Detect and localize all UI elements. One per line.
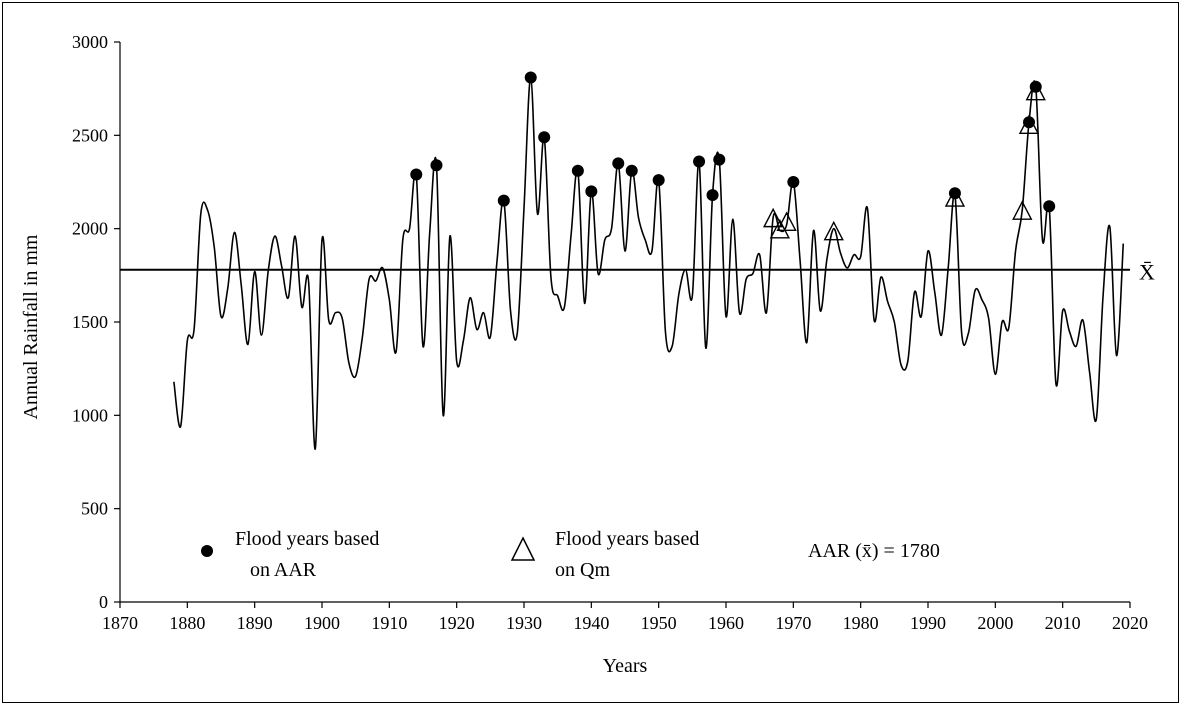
x-tick-label: 1930 <box>506 613 542 633</box>
y-tick-label: 2000 <box>72 219 108 239</box>
qm-flood-point <box>1018 114 1040 134</box>
x-tick-label: 1950 <box>641 613 677 633</box>
aar-flood-point <box>585 185 598 198</box>
legend: Flood years based on AAR Flood years bas… <box>201 528 940 581</box>
qm-flood-point <box>1025 80 1046 101</box>
aar-flood-point <box>1029 80 1042 93</box>
x-axis-ticks: 1870 1880 1890 1900 1910 1920 1930 1940 1950 1960… <box>102 602 1148 633</box>
qm-flood-point <box>823 220 844 241</box>
aar-flood-point <box>652 174 665 187</box>
aar-flood-point <box>713 153 726 166</box>
x-tick-label: 1880 <box>169 613 205 633</box>
aar-flood-point <box>538 131 551 144</box>
x-tick-label: 1940 <box>573 613 609 633</box>
legend-label-qm-line2: on Qm <box>555 559 610 581</box>
x-tick-label: 1870 <box>102 613 138 633</box>
y-tick-label: 2500 <box>72 125 108 145</box>
x-tick-label: 1920 <box>439 613 475 633</box>
mean-annotation: AAR (x̄) = 1780 <box>808 540 940 562</box>
qm-flood-point <box>944 187 966 207</box>
qm-flood-point <box>776 211 797 232</box>
aar-flood-markers <box>410 71 1056 213</box>
y-tick-label: 3000 <box>72 32 108 52</box>
aar-flood-point <box>571 164 584 177</box>
x-tick-label: 1960 <box>708 613 744 633</box>
aar-flood-point <box>1023 116 1035 129</box>
x-tick-label: 1980 <box>843 613 879 633</box>
y-tick-label: 0 <box>99 592 108 612</box>
y-tick-label: 1500 <box>72 312 108 332</box>
x-tick-label: 1890 <box>237 613 273 633</box>
aar-flood-point <box>612 157 625 170</box>
x-tick-label: 1970 <box>775 613 811 633</box>
annual-rainfall-line <box>173 76 1125 450</box>
aar-flood-point <box>524 71 537 84</box>
legend-marker-qm <box>510 536 536 561</box>
legend-label-aar-line2: on AAR <box>250 559 317 581</box>
mean-label: X̄ <box>1139 260 1155 285</box>
aar-flood-point <box>430 159 443 172</box>
x-tick-label: 2020 <box>1112 613 1148 633</box>
aar-flood-point <box>625 164 638 177</box>
legend-label-qm-line1: Flood years based <box>555 528 699 550</box>
aar-flood-point <box>706 189 719 202</box>
y-tick-label: 1000 <box>72 405 108 425</box>
x-tick-label: 2000 <box>977 613 1013 633</box>
x-tick-label: 1910 <box>371 613 407 633</box>
qm-flood-markers <box>762 80 1046 241</box>
qm-flood-point <box>769 218 791 239</box>
qm-flood-point <box>1012 200 1033 220</box>
aar-flood-point <box>1043 200 1056 213</box>
aar-flood-point <box>948 187 961 200</box>
aar-flood-point <box>787 176 800 188</box>
x-tick-label: 1990 <box>910 613 946 633</box>
axes <box>119 42 1130 603</box>
qm-flood-point <box>762 207 784 228</box>
aar-flood-point <box>693 155 706 168</box>
legend-label-aar-line1: Flood years based <box>235 528 379 550</box>
legend-marker-aar <box>201 545 213 557</box>
aar-flood-point <box>410 168 423 181</box>
y-axis-ticks: 0 500 1000 1500 2000 2500 3000 <box>72 32 120 612</box>
x-tick-label: 2010 <box>1045 613 1081 633</box>
aar-flood-point <box>497 194 510 207</box>
y-tick-label: 500 <box>81 499 108 519</box>
y-axis-title: Annual Rainfall in mm <box>20 234 42 419</box>
x-tick-label: 1900 <box>304 613 340 633</box>
x-axis-title: Years <box>603 655 648 677</box>
